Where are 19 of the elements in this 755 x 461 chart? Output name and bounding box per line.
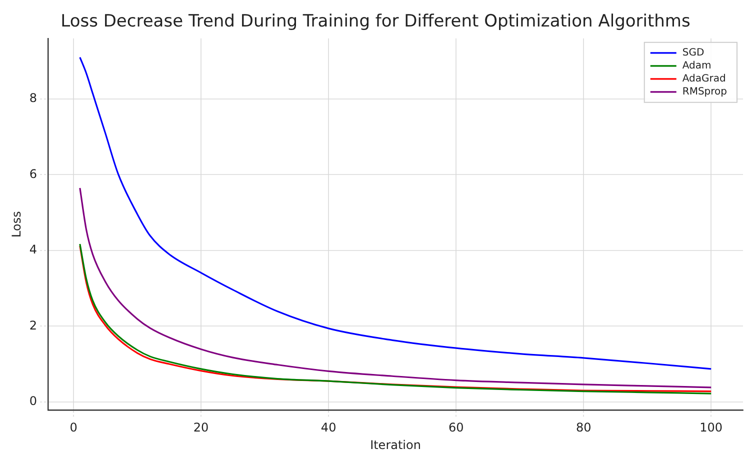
y-tick-label: 4 bbox=[29, 242, 38, 257]
y-tick-label: 2 bbox=[29, 318, 38, 332]
y-tick-label: 8 bbox=[29, 91, 38, 106]
y-tick-label: 6 bbox=[29, 166, 38, 181]
line-series bbox=[79, 187, 712, 388]
legend-label: SGD bbox=[682, 47, 704, 58]
legend-label: Adam bbox=[682, 60, 712, 72]
chart-title: Loss Decrease Trend During Training for Different Optimization Algorithms bbox=[60, 12, 690, 32]
x-tick-label: 40 bbox=[320, 420, 336, 435]
legend-label: AdaGrad bbox=[682, 73, 726, 84]
x-tick-label: 20 bbox=[193, 420, 209, 435]
x-tick-label: 60 bbox=[448, 420, 464, 435]
y-axis-title: Loss bbox=[9, 211, 24, 238]
x-tick-label: 0 bbox=[70, 420, 78, 435]
x-axis-title: Iteration bbox=[370, 438, 421, 452]
legend-label: RMSprop bbox=[682, 86, 728, 98]
x-tick-label: 100 bbox=[700, 420, 723, 435]
y-tick-label: 0 bbox=[29, 394, 38, 408]
x-tick-label: 80 bbox=[576, 420, 592, 435]
